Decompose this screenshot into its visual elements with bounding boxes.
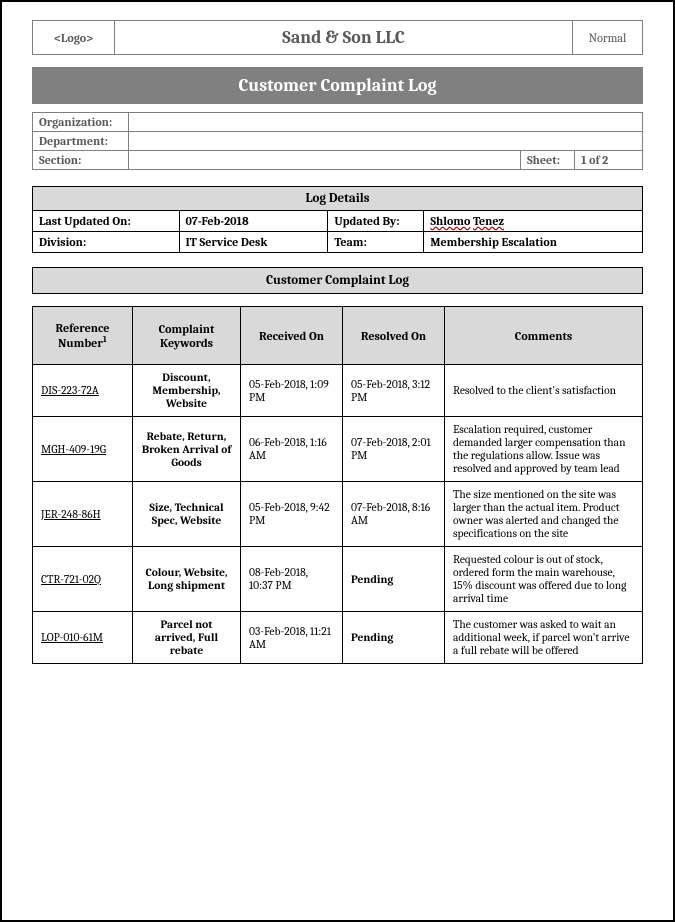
last-updated-label: Last Updated On: [33, 211, 179, 232]
keywords-cell: Size, Technical Spec, Website [133, 482, 241, 547]
updated-by-last: Tenez [473, 214, 504, 228]
resolved-cell: Pending [343, 547, 445, 612]
log-details-block: Log Details Last Updated On: 07-Feb-2018… [32, 186, 643, 253]
resolved-cell: 05-Feb-2018, 3:12 PM [343, 365, 445, 417]
updated-by-value: Shlomo Tenez [424, 211, 642, 232]
table-row: MGH-409-19G Rebate, Return, Broken Arriva… [33, 417, 643, 482]
reference-cell: LOP-010-61M [33, 612, 133, 664]
page-title-banner: Customer Complaint Log [32, 67, 643, 104]
department-label: Department: [33, 132, 129, 151]
resolved-cell: 07-Feb-2018, 8:16 AM [343, 482, 445, 547]
last-updated-value: 07-Feb-2018 [179, 211, 328, 232]
col-reference: Reference Number1 [33, 307, 133, 365]
comments-cell: The size mentioned on the site was large… [445, 482, 643, 547]
sheet-label: Sheet: [521, 151, 575, 170]
keywords-cell: Rebate, Return, Broken Arrival of Goods [133, 417, 241, 482]
received-cell: 03-Feb-2018, 11:21 AM [241, 612, 343, 664]
log-details-header: Log Details [33, 187, 642, 211]
received-cell: 05-Feb-2018, 1:09 PM [241, 365, 343, 417]
section-label: Section: [33, 151, 129, 170]
keywords-cell: Discount, Membership, Website [133, 365, 241, 417]
table-row: DIS-223-72A Discount, Membership, Website… [33, 365, 643, 417]
status-label: Normal [572, 21, 642, 54]
page: <Logo> Sand & Son LLC Normal Customer Co… [0, 0, 675, 922]
col-resolved: Resolved On [343, 307, 445, 365]
table-row: LOP-010-61M Parcel not arrived, Full reba… [33, 612, 643, 664]
reference-link[interactable]: JER-248-86H [41, 508, 101, 521]
resolved-cell: Pending [343, 612, 445, 664]
log-details-table: Last Updated On: 07-Feb-2018 Updated By:… [33, 211, 642, 252]
col-keywords: Complaint Keywords [133, 307, 241, 365]
company-name: Sand & Son LLC [115, 21, 572, 54]
reference-link[interactable]: LOP-010-61M [41, 631, 103, 644]
comments-cell: Escalation required, customer demanded l… [445, 417, 643, 482]
log-section-header: Customer Complaint Log [32, 267, 643, 294]
keywords-cell: Parcel not arrived, Full rebate [133, 612, 241, 664]
team-label: Team: [328, 232, 424, 253]
reference-link[interactable]: DIS-223-72A [41, 384, 99, 397]
resolved-cell: 07-Feb-2018, 2:01 PM [343, 417, 445, 482]
sheet-value: 1 of 2 [575, 151, 643, 170]
updated-by-label: Updated By: [328, 211, 424, 232]
reference-cell: JER-248-86H [33, 482, 133, 547]
reference-link[interactable]: CTR-721-02Q [41, 573, 101, 586]
received-cell: 08-Feb-2018, 10:37 PM [241, 547, 343, 612]
division-label: Division: [33, 232, 179, 253]
keywords-cell: Colour, Website, Long shipment [133, 547, 241, 612]
comments-cell: Requested colour is out of stock, ordere… [445, 547, 643, 612]
meta-table: Organization: Department: Section: Sheet… [32, 112, 643, 170]
comments-cell: Resolved to the client's satisfaction [445, 365, 643, 417]
reference-link[interactable]: MGH-409-19G [41, 443, 106, 456]
table-row: CTR-721-02Q Colour, Website, Long shipmen… [33, 547, 643, 612]
updated-by-first: Shlomo [430, 214, 470, 228]
section-value [129, 151, 521, 170]
organization-label: Organization: [33, 113, 129, 132]
logo-placeholder: <Logo> [33, 21, 115, 54]
reference-cell: DIS-223-72A [33, 365, 133, 417]
col-comments: Comments [445, 307, 643, 365]
reference-cell: MGH-409-19G [33, 417, 133, 482]
header-row: <Logo> Sand & Son LLC Normal [32, 20, 643, 55]
table-row: JER-248-86H Size, Technical Spec, Website… [33, 482, 643, 547]
received-cell: 05-Feb-2018, 9:42 PM [241, 482, 343, 547]
table-header-row: Reference Number1 Complaint Keywords Rec… [33, 307, 643, 365]
comments-cell: The customer was asked to wait an additi… [445, 612, 643, 664]
complaint-log-table: Reference Number1 Complaint Keywords Rec… [32, 306, 643, 664]
reference-cell: CTR-721-02Q [33, 547, 133, 612]
team-value: Membership Escalation [424, 232, 642, 253]
organization-value [129, 113, 643, 132]
department-value [129, 132, 643, 151]
division-value: IT Service Desk [179, 232, 328, 253]
received-cell: 06-Feb-2018, 1:16 AM [241, 417, 343, 482]
col-received: Received On [241, 307, 343, 365]
